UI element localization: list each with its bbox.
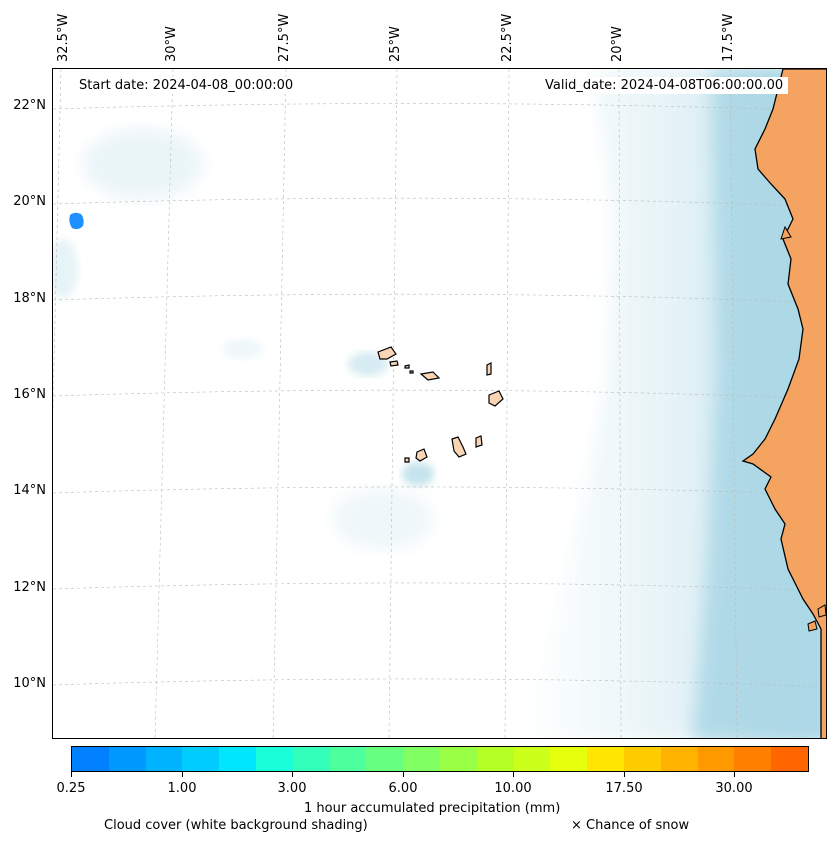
colorbar-tick-label: 30.00 <box>715 781 753 796</box>
start-date-label: Start date: 2024-04-08_00:00:00 <box>74 77 299 94</box>
colorbar-tick <box>71 772 72 777</box>
lon-label-32-5w: 32.5°W <box>56 13 71 62</box>
precipitation-cell <box>69 212 84 230</box>
colorbar-segment-4 <box>219 747 256 771</box>
colorbar-segment-19 <box>771 747 808 771</box>
colorbar-segment-8 <box>366 747 404 771</box>
colorbar-segment-0 <box>72 747 109 771</box>
colorbar-segment-13 <box>550 747 588 771</box>
colorbar-tick-label: 0.25 <box>56 781 86 796</box>
colorbar-segment-14 <box>587 747 624 771</box>
lon-label-27-5w: 27.5°W <box>277 13 292 62</box>
colorbar-segment-10 <box>439 747 477 771</box>
lon-label-20w: 20°W <box>610 26 625 62</box>
colorbar-segment-9 <box>403 747 440 771</box>
colorbar-segment-1 <box>108 747 146 771</box>
cape-verde-islands <box>377 346 504 463</box>
colorbar-tick-label: 6.00 <box>388 781 418 796</box>
map-panel[interactable] <box>52 68 827 739</box>
lon-label-25w: 25°W <box>388 26 403 62</box>
colorbar-segment-5 <box>255 747 293 771</box>
colorbar-tick <box>182 772 183 777</box>
colorbar-segment-2 <box>145 747 183 771</box>
snow-legend: × Chance of snow <box>571 818 690 833</box>
colorbar-tick-label: 17.50 <box>605 781 643 796</box>
graticule <box>53 69 826 738</box>
colorbar-tick <box>734 772 735 777</box>
cloud-cover-shading <box>53 69 826 738</box>
colorbar-tick-label: 1.00 <box>167 781 197 796</box>
lon-label-30w: 30°W <box>164 26 179 62</box>
lon-label-17-5w: 17.5°W <box>721 13 736 62</box>
colorbar-label: 1 hour accumulated precipitation (mm) <box>304 801 561 816</box>
lat-label-12n: 12°N <box>13 580 46 595</box>
africa-coastline <box>741 69 826 738</box>
colorbar-tick <box>513 772 514 777</box>
map-canvas <box>53 69 826 738</box>
colorbar-tick <box>403 772 404 777</box>
colorbar-segment-11 <box>476 747 514 771</box>
colorbar-tick-label: 3.00 <box>277 781 307 796</box>
colorbar-segment-17 <box>697 747 735 771</box>
bijagos-islands <box>807 604 826 632</box>
colorbar-tick <box>624 772 625 777</box>
cape-verde-coast-detail <box>780 225 792 240</box>
colorbar-segment-15 <box>623 747 661 771</box>
lat-label-10n: 10°N <box>13 676 46 691</box>
colorbar-segment-18 <box>734 747 772 771</box>
lat-label-14n: 14°N <box>13 483 46 498</box>
precipitation-colorbar <box>71 746 809 772</box>
colorbar-segment-7 <box>329 747 367 771</box>
lat-label-16n: 16°N <box>13 387 46 402</box>
lat-label-20n: 20°N <box>13 194 46 209</box>
valid-date-label: Valid_date: 2024-04-08T06:00:00.00 <box>540 77 789 94</box>
cloud-cover-legend: Cloud cover (white background shading) <box>104 818 368 833</box>
lon-label-22-5w: 22.5°W <box>500 13 515 62</box>
colorbar-segment-6 <box>292 747 330 771</box>
colorbar-segment-12 <box>513 747 551 771</box>
colorbar-segment-3 <box>182 747 220 771</box>
colorbar-tick-label: 10.00 <box>494 781 532 796</box>
colorbar-tick <box>292 772 293 777</box>
lat-label-22n: 22°N <box>13 98 46 113</box>
colorbar-segment-16 <box>660 747 698 771</box>
lat-label-18n: 18°N <box>13 291 46 306</box>
